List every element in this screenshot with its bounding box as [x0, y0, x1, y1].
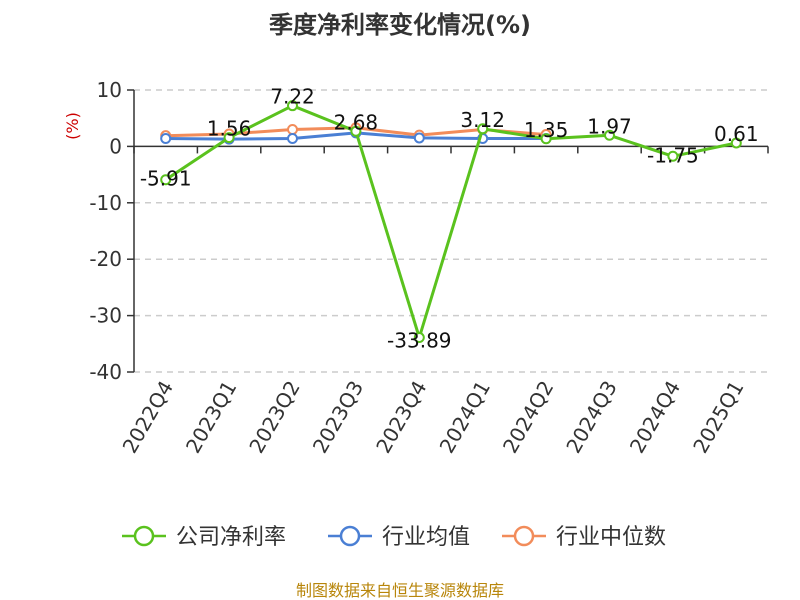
data-point	[413, 132, 425, 144]
data-label: -33.89	[387, 329, 451, 353]
chart-title: 季度净利率变化情况(%)	[269, 11, 531, 39]
y-tick-label: -30	[89, 304, 122, 328]
legend-marker	[133, 525, 155, 547]
data-label: 1.35	[524, 118, 569, 142]
x-tick-label: 2022Q4	[118, 377, 178, 458]
legend-marker	[339, 525, 361, 547]
legend-label: 公司净利率	[176, 525, 286, 550]
legend-marker	[513, 525, 535, 547]
data-point	[287, 123, 298, 135]
data-label: 1.97	[587, 114, 632, 138]
x-tick-label: 2025Q1	[688, 377, 748, 458]
data-label: 1.56	[207, 117, 252, 141]
y-tick-label: -10	[89, 191, 122, 215]
y-tick-label: -20	[89, 247, 122, 271]
x-tick-label: 2024Q2	[498, 377, 558, 458]
data-point	[160, 174, 172, 186]
data-point	[287, 100, 298, 112]
data-label: 2.68	[334, 110, 379, 134]
x-tick-label: 2023Q4	[371, 377, 431, 458]
data-label: 7.22	[270, 85, 315, 109]
legend: 公司净利率 行业均值 行业中位数	[122, 525, 666, 550]
data-point	[667, 150, 679, 162]
x-tick-label: 2024Q3	[561, 377, 621, 458]
data-point	[287, 133, 298, 145]
x-tick-label: 2023Q2	[244, 377, 304, 458]
data-point	[413, 332, 425, 344]
y-tick-label: -40	[89, 360, 122, 384]
data-point	[540, 133, 552, 145]
data-labels: -5.91 1.56 7.22 2.68 -33.89 3.12 1.35 1.97 -1.75…	[140, 85, 759, 353]
data-point	[477, 123, 489, 135]
x-tick-label: 2024Q4	[625, 377, 685, 458]
legend-label: 行业均值	[382, 525, 470, 550]
data-point	[604, 129, 615, 141]
source-note: 制图数据来自恒生聚源数据库	[296, 581, 504, 600]
data-label: 3.12	[460, 108, 505, 132]
data-point	[730, 137, 742, 149]
data-label: 0.61	[714, 122, 759, 146]
y-tick-label: 0	[109, 134, 122, 158]
data-point	[350, 125, 362, 137]
y-tick-label: 10	[97, 78, 122, 102]
data-label: -1.75	[647, 143, 699, 167]
data-point	[223, 132, 235, 144]
x-tick-label: 2023Q1	[181, 377, 241, 458]
x-tick-label: 2023Q3	[308, 377, 368, 458]
data-point	[160, 133, 172, 145]
series-lines	[160, 100, 742, 344]
legend-label: 行业中位数	[556, 525, 666, 550]
y-axis-unit: (%)	[63, 112, 82, 140]
data-label: -5.91	[140, 167, 192, 191]
gridlines	[134, 89, 768, 373]
x-tick-label: 2024Q1	[435, 377, 495, 458]
series-line	[164, 104, 737, 339]
